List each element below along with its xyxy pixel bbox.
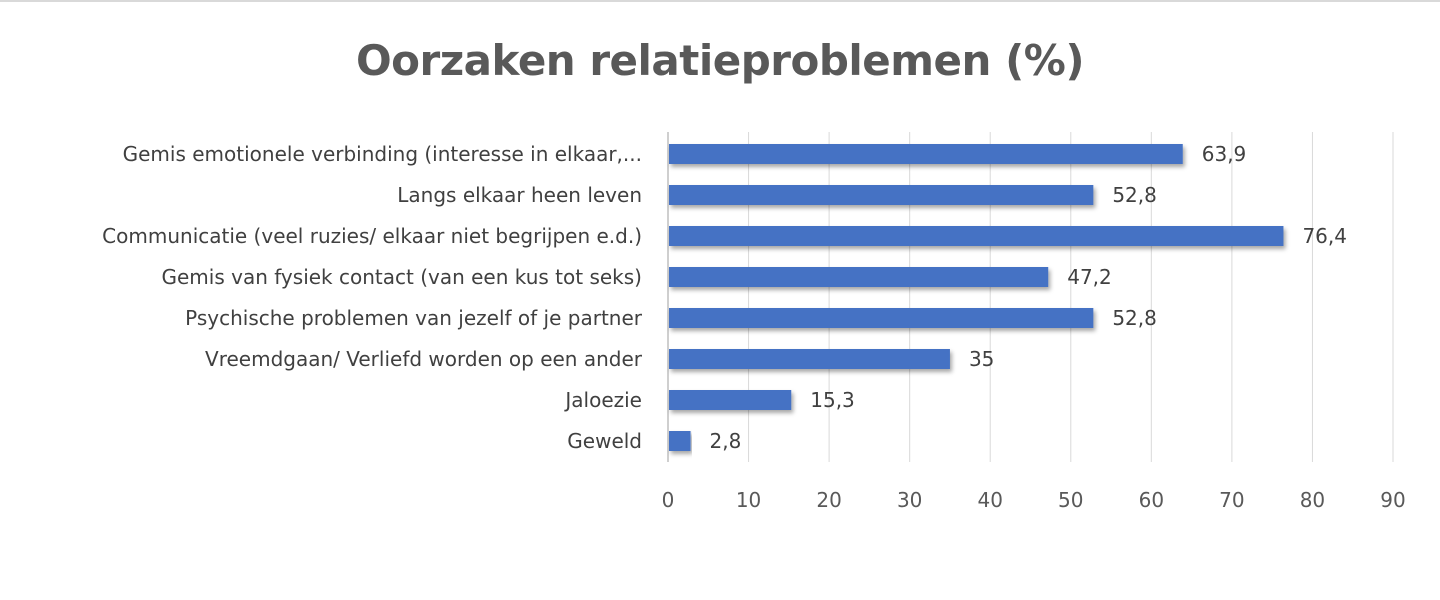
- category-label: Gemis emotionele verbinding (interesse i…: [123, 142, 642, 166]
- category-label: Vreemdgaan/ Verliefd worden op een ander: [205, 347, 643, 371]
- data-label: 76,4: [1302, 224, 1347, 248]
- bar: [669, 390, 792, 410]
- bar: [669, 267, 1049, 287]
- data-label: 52,8: [1112, 306, 1157, 330]
- x-tick-label: 60: [1139, 488, 1164, 512]
- bar: [669, 308, 1094, 328]
- bar: [669, 431, 691, 451]
- chart-title: Oorzaken relatieproblemen (%): [355, 36, 1085, 85]
- data-label: 15,3: [810, 388, 855, 412]
- x-tick-label: 30: [897, 488, 922, 512]
- category-label: Jaloezie: [563, 388, 642, 412]
- x-tick-label: 50: [1058, 488, 1083, 512]
- data-label: 2,8: [710, 429, 742, 453]
- category-label: Psychische problemen van jezelf of je pa…: [185, 306, 643, 330]
- data-label: 47,2: [1067, 265, 1112, 289]
- labels: 0 10 20 30 40 50 60 70 80 90 Gemis emotionele verb…: [102, 142, 1406, 512]
- category-label: Gemis van fysiek contact (van een kus to…: [162, 265, 643, 289]
- x-tick-label: 10: [736, 488, 761, 512]
- bar: [669, 185, 1094, 205]
- gridlines: [667, 132, 1394, 462]
- data-label: 35: [969, 347, 994, 371]
- bars: [669, 144, 1284, 451]
- x-tick-label: 20: [816, 488, 841, 512]
- category-label: Communicatie (veel ruzies/ elkaar niet b…: [102, 224, 642, 248]
- data-label: 52,8: [1112, 183, 1157, 207]
- bar: [669, 349, 950, 369]
- bar: [669, 144, 1183, 164]
- x-tick-label: 0: [662, 488, 675, 512]
- x-tick-label: 80: [1300, 488, 1325, 512]
- category-label: Geweld: [567, 429, 642, 453]
- data-label: 63,9: [1202, 142, 1247, 166]
- category-label: Langs elkaar heen leven: [397, 183, 642, 207]
- x-tick-label: 90: [1380, 488, 1405, 512]
- bar: [669, 226, 1284, 246]
- x-tick-label: 70: [1219, 488, 1244, 512]
- x-tick-label: 40: [977, 488, 1002, 512]
